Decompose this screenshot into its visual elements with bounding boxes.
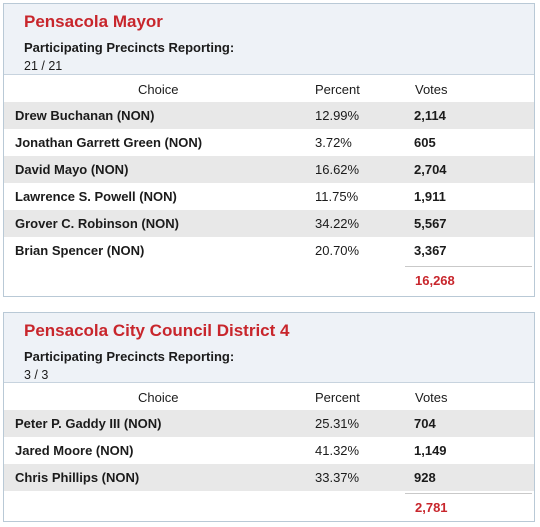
total-votes: 16,268 xyxy=(415,273,455,288)
race-title: Pensacola Mayor xyxy=(24,12,163,31)
candidate-percent: 34.22% xyxy=(315,216,360,231)
candidate-votes: 605 xyxy=(414,135,436,150)
candidate-percent: 11.75% xyxy=(315,189,359,204)
column-header-votes: Votes xyxy=(415,390,448,405)
candidate-row: Chris Phillips (NON) 33.37% 928 xyxy=(4,464,534,491)
candidate-name: Chris Phillips (NON) xyxy=(15,470,140,485)
column-header-percent: Percent xyxy=(315,82,360,97)
total-row: 2,781 xyxy=(4,491,534,521)
precincts-value: 3 / 3 xyxy=(24,368,49,382)
candidate-percent: 33.37% xyxy=(315,470,360,485)
candidate-row: Jared Moore (NON) 41.32% 1,149 xyxy=(4,437,534,464)
candidate-votes: 928 xyxy=(414,470,436,485)
candidate-percent: 25.31% xyxy=(315,416,360,431)
candidate-name: Brian Spencer (NON) xyxy=(15,243,145,258)
candidate-votes: 3,367 xyxy=(414,243,447,258)
column-header-row: Choice Percent Votes xyxy=(4,75,534,102)
candidate-votes: 2,114 xyxy=(414,108,446,123)
candidate-name: Drew Buchanan (NON) xyxy=(15,108,155,123)
candidate-name: Peter P. Gaddy III (NON) xyxy=(15,416,162,431)
candidate-row: Lawrence S. Powell (NON) 11.75% 1,911 xyxy=(4,183,534,210)
total-votes: 2,781 xyxy=(415,500,448,515)
total-row: 16,268 xyxy=(4,264,534,294)
candidate-row: Jonathan Garrett Green (NON) 3.72% 605 xyxy=(4,129,534,156)
race-header: Pensacola City Council District 4 Partic… xyxy=(4,313,534,383)
candidate-percent: 3.72% xyxy=(315,135,352,150)
candidate-row: Drew Buchanan (NON) 12.99% 2,114 xyxy=(4,102,534,129)
candidate-votes: 1,149 xyxy=(414,443,447,458)
race-header: Pensacola Mayor Participating Precincts … xyxy=(4,4,534,75)
candidate-name: Lawrence S. Powell (NON) xyxy=(15,189,177,204)
race-card-city-council-district-4: Pensacola City Council District 4 Partic… xyxy=(3,312,535,522)
candidate-percent: 20.70% xyxy=(315,243,360,258)
total-cell: 16,268 xyxy=(405,266,532,293)
candidate-name: Jared Moore (NON) xyxy=(15,443,134,458)
race-card-pensacola-mayor: Pensacola Mayor Participating Precincts … xyxy=(3,3,535,297)
column-header-percent: Percent xyxy=(315,390,360,405)
precincts-label: Participating Precincts Reporting: xyxy=(24,40,235,55)
candidate-percent: 12.99% xyxy=(315,108,360,123)
column-header-votes: Votes xyxy=(415,82,448,97)
candidate-name: Jonathan Garrett Green (NON) xyxy=(15,135,203,150)
candidate-percent: 41.32% xyxy=(315,443,360,458)
candidate-name: Grover C. Robinson (NON) xyxy=(15,216,179,231)
column-header-choice: Choice xyxy=(138,390,179,405)
candidate-row: Brian Spencer (NON) 20.70% 3,367 xyxy=(4,237,534,264)
candidate-percent: 16.62% xyxy=(315,162,360,177)
candidate-votes: 5,567 xyxy=(414,216,447,231)
candidate-votes: 704 xyxy=(414,416,436,431)
candidate-row: David Mayo (NON) 16.62% 2,704 xyxy=(4,156,534,183)
candidate-votes: 2,704 xyxy=(414,162,447,177)
candidate-name: David Mayo (NON) xyxy=(15,162,129,177)
precincts-value: 21 / 21 xyxy=(24,59,63,73)
precincts-label: Participating Precincts Reporting: xyxy=(24,349,235,364)
candidate-votes: 1,911 xyxy=(414,189,446,204)
column-header-choice: Choice xyxy=(138,82,179,97)
total-cell: 2,781 xyxy=(405,493,532,520)
candidate-row: Grover C. Robinson (NON) 34.22% 5,567 xyxy=(4,210,534,237)
candidate-row: Peter P. Gaddy III (NON) 25.31% 704 xyxy=(4,410,534,437)
race-title: Pensacola City Council District 4 xyxy=(24,321,290,340)
column-header-row: Choice Percent Votes xyxy=(4,383,534,410)
